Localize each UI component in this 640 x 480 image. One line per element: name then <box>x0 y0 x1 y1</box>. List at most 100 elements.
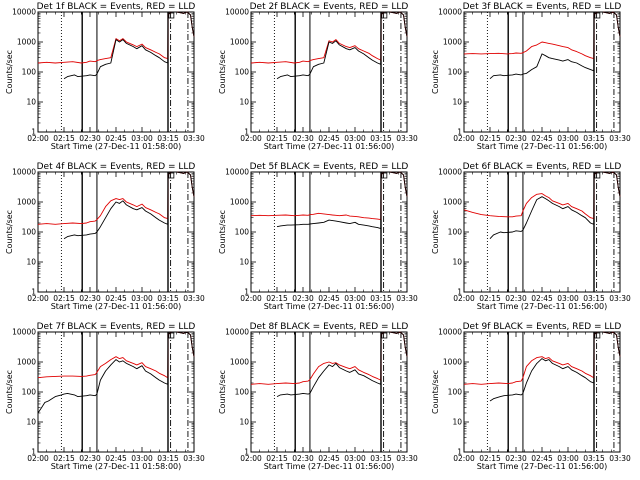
x-tick-label: 02:30 <box>505 294 527 303</box>
x-tick-label: 03:00 <box>344 134 366 143</box>
x-tick-label: 03:00 <box>557 134 579 143</box>
y-axis-label: Counts/sec <box>5 370 14 414</box>
flag-marker <box>168 172 175 179</box>
y-tick-label: 10 <box>26 98 36 107</box>
x-tick-label: 02:45 <box>318 294 340 303</box>
panel-det-2f: Det 2f BLACK = Events, RED = LLD 1 10 100 10… <box>218 2 418 151</box>
x-tick-label: 03:15 <box>157 454 179 463</box>
x-tick-label: 02:15 <box>266 134 288 143</box>
y-tick-label: 10 <box>26 418 36 427</box>
y-tick-label: 10000 <box>225 328 249 337</box>
y-tick-label: 1 <box>31 128 36 137</box>
x-tick-label: 03:00 <box>131 134 153 143</box>
flag-marker <box>168 332 175 339</box>
x-tick-label: 03:30 <box>609 294 631 303</box>
x-tick-label: 02:45 <box>531 134 553 143</box>
x-axis-label: Start Time (27-Dec-11 01:56:00) <box>51 302 182 311</box>
y-tick-label: 10000 <box>225 8 249 17</box>
x-tick-label: 02:30 <box>79 294 101 303</box>
y-tick-label: 10000 <box>12 328 36 337</box>
y-tick-label: 10 <box>239 418 249 427</box>
y-tick-label: 1000 <box>443 38 462 47</box>
panel-title: Det 9f BLACK = Events, RED = LLD <box>463 322 622 332</box>
x-tick-label: 03:15 <box>157 294 179 303</box>
x-tick-label: 02:30 <box>292 294 314 303</box>
x-tick-label: 02:00 <box>27 134 49 143</box>
x-tick-label: 02:30 <box>79 454 101 463</box>
y-tick-label: 10000 <box>438 168 462 177</box>
flag-marker <box>594 332 601 339</box>
y-tick-label: 10000 <box>438 8 462 17</box>
x-tick-label: 03:15 <box>370 134 392 143</box>
y-tick-label: 1000 <box>230 198 249 207</box>
y-tick-label: 1000 <box>230 358 249 367</box>
x-tick-label: 02:45 <box>105 454 127 463</box>
x-axis-label: Start Time (27-Dec-11 01:56:00) <box>477 302 608 311</box>
panel-title: Det 3f BLACK = Events, RED = LLD <box>463 2 622 12</box>
x-tick-label: 02:15 <box>479 294 501 303</box>
panel-det-1f: Det 1f BLACK = Events, RED = LLD 1 10 100 10… <box>5 2 205 151</box>
y-tick-label: 1000 <box>443 198 462 207</box>
flag-marker <box>381 12 388 19</box>
y-axis-label: Counts/sec <box>431 370 440 414</box>
x-tick-label: 03:30 <box>396 454 418 463</box>
y-axis-label: Counts/sec <box>218 210 227 254</box>
x-axis-label: Start Time (27-Dec-11 01:56:00) <box>264 142 395 151</box>
y-tick-label: 1 <box>244 448 249 457</box>
x-tick-label: 03:00 <box>131 454 153 463</box>
flag-marker <box>381 172 388 179</box>
x-tick-label: 02:45 <box>105 134 127 143</box>
y-tick-label: 1000 <box>17 198 36 207</box>
panel-det-9f: Det 9f BLACK = Events, RED = LLD 1 10 100 10… <box>431 322 631 471</box>
panel-title: Det 8f BLACK = Events, RED = LLD <box>250 322 409 332</box>
y-tick-label: 100 <box>235 68 250 77</box>
x-tick-label: 03:00 <box>344 294 366 303</box>
panel-title: Det 4f BLACK = Events, RED = LLD <box>37 162 196 172</box>
x-tick-label: 03:30 <box>183 454 205 463</box>
flag-marker <box>168 12 175 19</box>
y-tick-label: 1000 <box>443 358 462 367</box>
x-tick-label: 03:00 <box>557 454 579 463</box>
y-tick-label: 10 <box>26 258 36 267</box>
y-tick-label: 10 <box>452 258 462 267</box>
x-tick-label: 02:00 <box>240 454 262 463</box>
x-tick-label: 03:30 <box>609 134 631 143</box>
panel-det-7f: Det 7f BLACK = Events, RED = LLD 1 10 100 10… <box>5 322 205 471</box>
y-tick-label: 1000 <box>230 38 249 47</box>
y-tick-label: 10000 <box>225 168 249 177</box>
y-tick-label: 1 <box>244 288 249 297</box>
x-axis-label: Start Time (27-Dec-11 01:58:00) <box>51 142 182 151</box>
x-tick-label: 02:30 <box>505 134 527 143</box>
panel-det-8f: Det 8f BLACK = Events, RED = LLD 1 10 100 10… <box>218 322 418 471</box>
x-tick-label: 02:00 <box>240 294 262 303</box>
events-series-line <box>63 171 195 240</box>
x-tick-label: 02:00 <box>453 294 475 303</box>
x-tick-label: 03:30 <box>183 134 205 143</box>
x-tick-label: 02:15 <box>53 454 75 463</box>
x-tick-label: 03:15 <box>370 294 392 303</box>
x-tick-label: 03:15 <box>583 134 605 143</box>
x-tick-label: 03:30 <box>396 294 418 303</box>
x-tick-label: 02:00 <box>240 134 262 143</box>
y-axis-label: Counts/sec <box>431 210 440 254</box>
y-tick-label: 1 <box>31 448 36 457</box>
events-series-line <box>276 171 408 230</box>
x-tick-label: 03:30 <box>609 454 631 463</box>
y-tick-label: 10000 <box>12 8 36 17</box>
x-tick-label: 02:15 <box>266 454 288 463</box>
y-axis-label: Counts/sec <box>5 50 14 94</box>
y-tick-label: 10 <box>452 98 462 107</box>
x-tick-label: 02:30 <box>292 454 314 463</box>
y-axis-label: Counts/sec <box>218 50 227 94</box>
y-tick-label: 1 <box>457 128 462 137</box>
y-tick-label: 100 <box>235 388 250 397</box>
x-axis-label: Start Time (27-Dec-11 01:58:00) <box>51 462 182 471</box>
y-tick-label: 1 <box>244 128 249 137</box>
flag-marker <box>594 172 601 179</box>
y-tick-label: 10000 <box>438 328 462 337</box>
x-tick-label: 03:15 <box>583 294 605 303</box>
panel-det-6f: Det 6f BLACK = Events, RED = LLD 1 10 100 10… <box>431 162 631 311</box>
y-tick-label: 100 <box>448 68 463 77</box>
y-tick-label: 1 <box>457 288 462 297</box>
